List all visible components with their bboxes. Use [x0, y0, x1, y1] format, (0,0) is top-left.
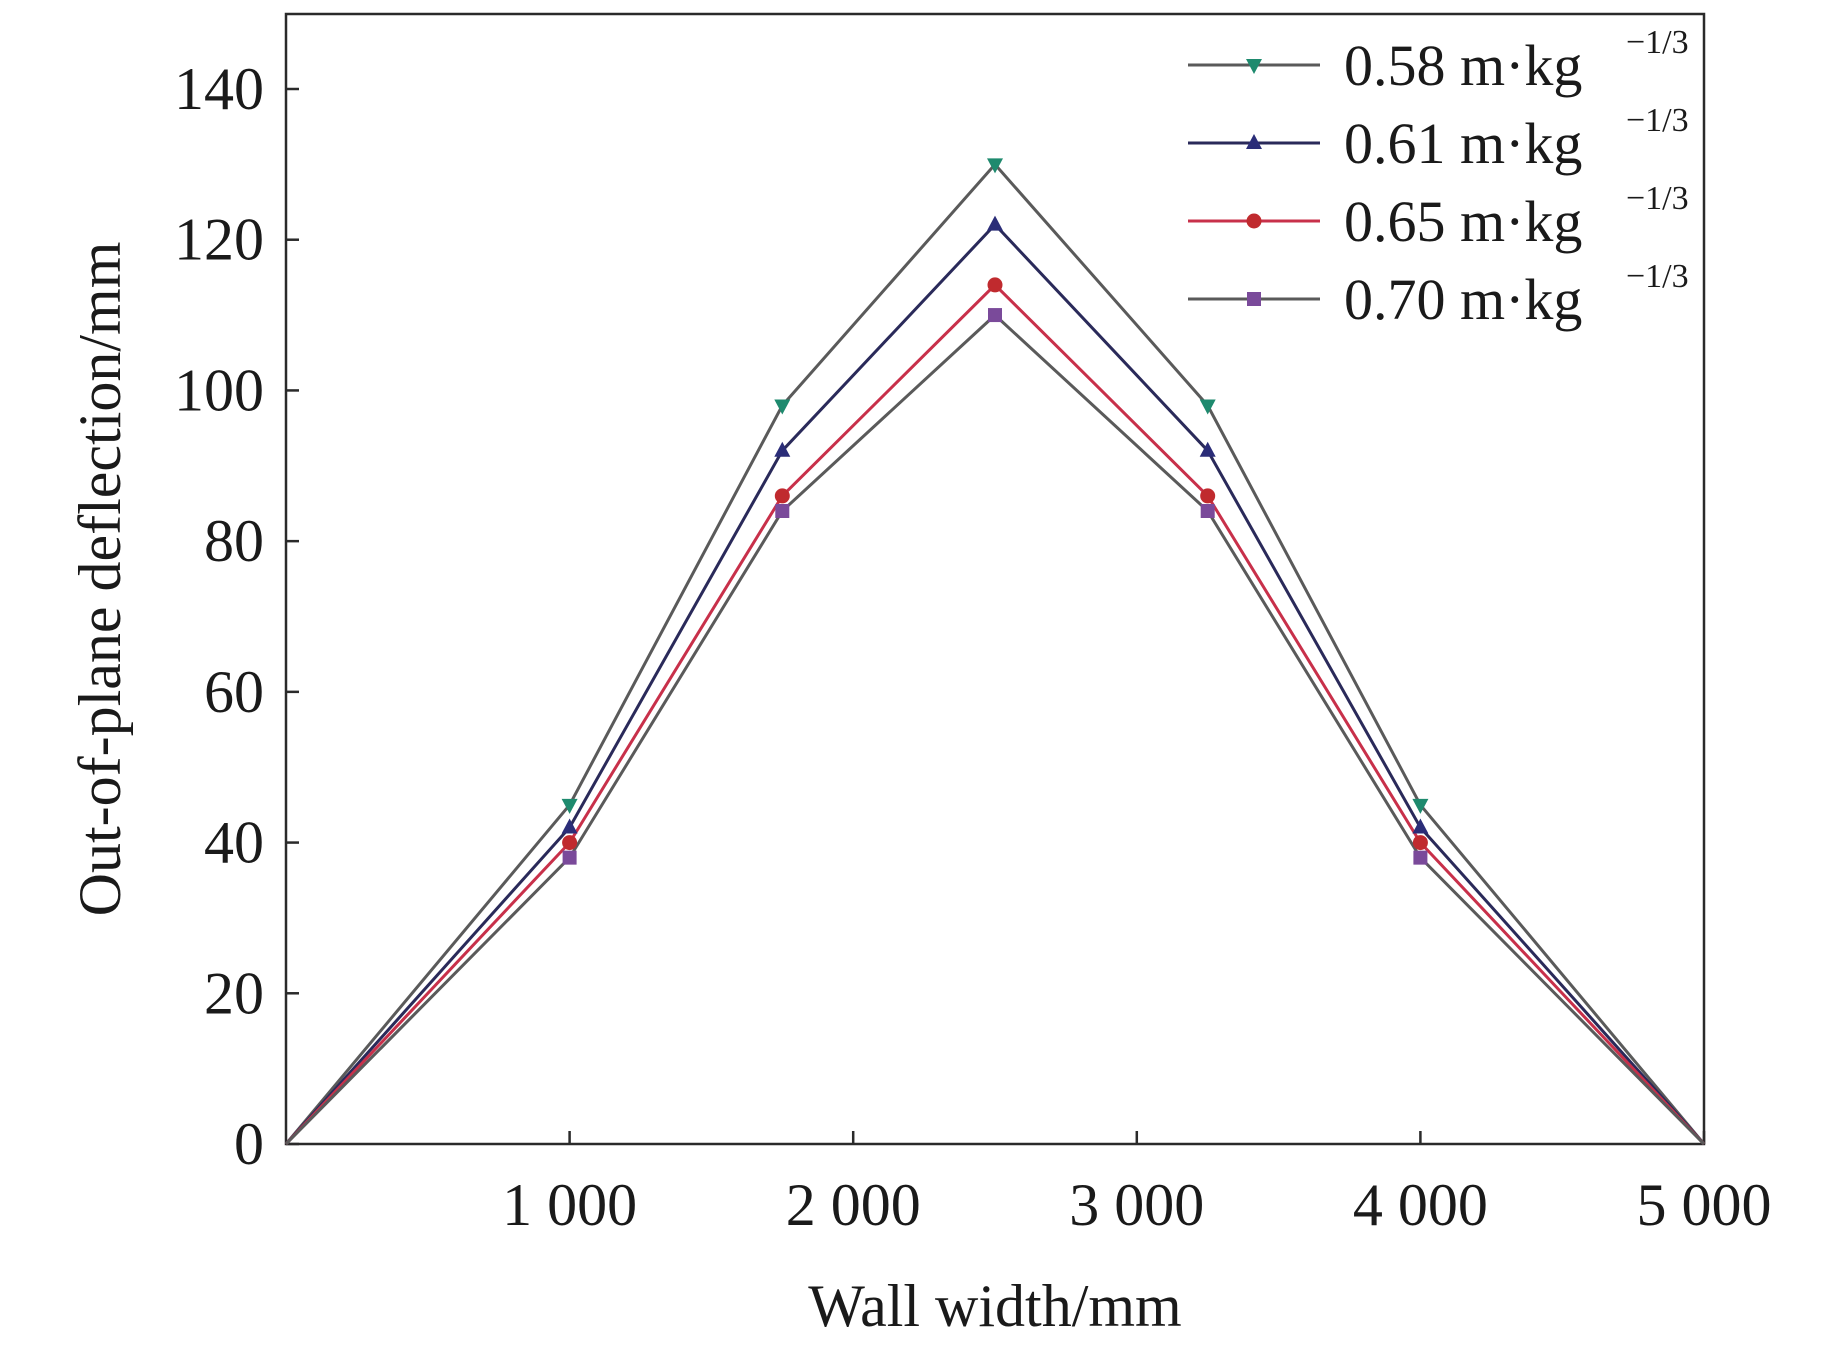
x-tick-label: 2 000: [786, 1172, 921, 1238]
data-point-s1: [774, 399, 791, 415]
data-point-s2: [987, 215, 1003, 231]
y-axis: 0 20 40 60 80 100 120 140: [174, 56, 299, 1177]
legend-exponent: −1/3: [1626, 24, 1689, 61]
legend-marker: [1246, 213, 1262, 229]
x-axis-title: Wall width/mm: [808, 1273, 1181, 1339]
data-point-s1: [987, 158, 1003, 174]
legend-exponent: −1/3: [1626, 258, 1689, 295]
x-tick-label: 1 000: [502, 1172, 637, 1238]
legend: 0.58 m·kg −1/3 0.61 m·kg −1/3 0.65 m·kg −1/3 0…: [1188, 24, 1689, 332]
data-point-s4: [1200, 504, 1215, 518]
legend-marker: [1246, 134, 1262, 149]
data-point-s4: [1413, 850, 1428, 865]
legend-label: 0.58 m·kg: [1344, 33, 1582, 98]
data-point-s3: [774, 488, 790, 504]
x-axis: 1 000 2 000 3 000 4 000 5 000: [502, 1131, 1772, 1238]
series-line-4: [284, 313, 1706, 1146]
y-tick-label: 0: [234, 1111, 264, 1177]
legend-exponent: −1/3: [1626, 180, 1689, 217]
y-tick-label: 120: [174, 207, 264, 273]
data-point-s1: [561, 798, 578, 814]
legend-label: 0.61 m·kg: [1344, 111, 1582, 176]
y-tick-label: 60: [204, 659, 264, 725]
x-tick-label: 5 000: [1637, 1172, 1772, 1238]
data-point-s3: [562, 835, 578, 851]
data-point-s4: [775, 504, 790, 518]
plot-frame: [284, 12, 1706, 1146]
data-point-s3: [1200, 488, 1216, 504]
series-markers: [561, 158, 1429, 865]
y-axis-title: Out-of-plane deflection/mm: [67, 242, 133, 917]
series-line-3: [284, 282, 1706, 1146]
legend-marker: [1247, 292, 1261, 306]
y-tick-label: 40: [204, 810, 264, 876]
data-point-s2: [774, 441, 791, 457]
x-tick-label: 4 000: [1353, 1172, 1488, 1238]
data-point-s4: [988, 308, 1002, 323]
y-tick-label: 140: [174, 56, 264, 122]
data-point-s2: [1199, 441, 1216, 457]
data-point-s2: [1412, 818, 1429, 834]
legend-label: 0.65 m·kg: [1344, 189, 1582, 254]
legend-label: 0.70 m·kg: [1344, 267, 1582, 332]
data-point-s3: [987, 277, 1003, 293]
y-tick-label: 20: [204, 960, 264, 1026]
y-tick-label: 80: [204, 508, 264, 574]
data-point-s3: [1412, 835, 1428, 851]
y-tick-label: 100: [174, 357, 264, 423]
legend-marker: [1246, 59, 1262, 74]
series-line-2: [284, 222, 1706, 1146]
data-point-s4: [562, 850, 577, 865]
data-point-s2: [561, 818, 578, 834]
data-point-s1: [1412, 798, 1429, 814]
data-point-s1: [1199, 399, 1216, 415]
legend-exponent: −1/3: [1626, 102, 1689, 139]
x-tick-label: 3 000: [1069, 1172, 1204, 1238]
